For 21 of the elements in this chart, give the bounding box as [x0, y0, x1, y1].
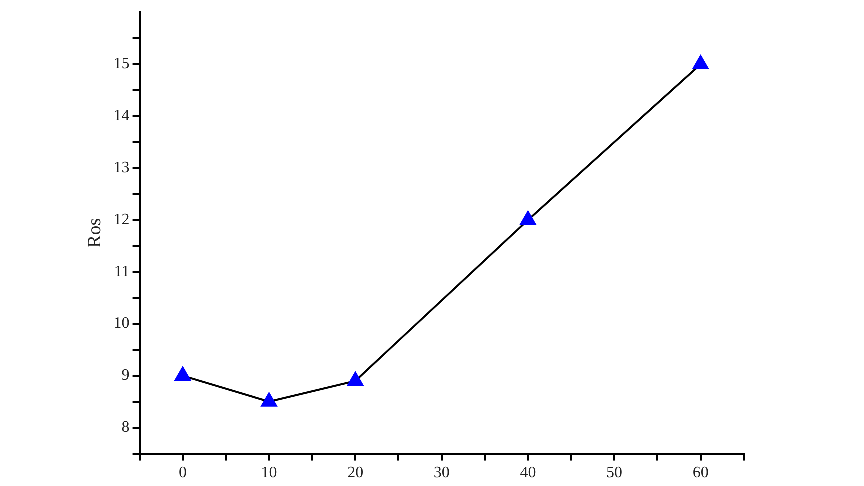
x-tick-label: 0	[178, 464, 187, 482]
y-tick-label: 13	[114, 160, 130, 177]
x-tick-label: 50	[606, 464, 623, 482]
y-tick-label: 8	[122, 419, 130, 436]
x-tick-label: 30	[434, 464, 450, 482]
point	[175, 366, 191, 381]
y-tick-label: 10	[114, 315, 130, 332]
x-tick-label: 60	[692, 464, 709, 482]
point	[261, 392, 278, 407]
y-tick-label: 14	[114, 108, 130, 125]
y-tick-label: 15	[114, 56, 130, 73]
point	[348, 372, 364, 386]
y-tick-label: 12	[114, 211, 130, 228]
y-axis-title: Ros	[84, 218, 106, 248]
point	[520, 211, 536, 226]
y-tick-label: 9	[122, 367, 130, 384]
x-tick-label: 20	[348, 464, 364, 482]
y-tick-label: 11	[114, 263, 130, 280]
x-tick-label: 10	[261, 464, 278, 482]
point	[692, 56, 709, 70]
x-tick-label: 40	[520, 464, 536, 482]
